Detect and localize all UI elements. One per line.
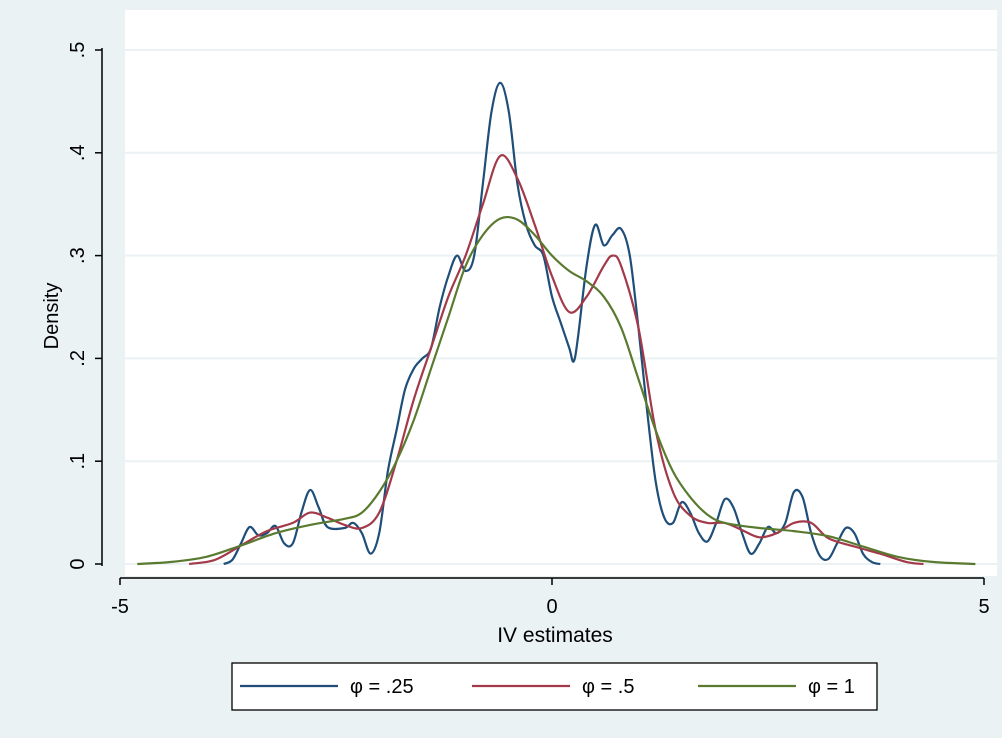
series-line-0 bbox=[223, 81, 881, 566]
x-tick-label-2: 5 bbox=[978, 596, 989, 618]
legend-label-1: φ = .5 bbox=[582, 676, 634, 698]
y-tick-label-1: .1 bbox=[67, 453, 89, 470]
plot-area bbox=[125, 10, 997, 576]
y-tick-label-3: .3 bbox=[67, 247, 89, 264]
legend-label-0: φ = .25 bbox=[350, 676, 414, 698]
x-tick-label-0: -5 bbox=[111, 596, 129, 618]
x-axis-title: IV estimates bbox=[497, 624, 613, 647]
grid-lines bbox=[125, 49, 997, 565]
axes: 0 .1 .2 .3 .4 .5 -5 0 5 bbox=[67, 42, 990, 618]
legend-label-2: φ = 1 bbox=[808, 676, 855, 698]
series-lines bbox=[137, 81, 976, 566]
y-tick-label-5: .5 bbox=[67, 42, 89, 59]
x-tick-label-1: 0 bbox=[546, 596, 557, 618]
y-axis-title: Density bbox=[41, 283, 63, 350]
y-tick-label-4: .4 bbox=[67, 144, 89, 161]
legend: φ = .25 φ = .5 φ = 1 bbox=[231, 662, 878, 711]
y-tick-label-0: 0 bbox=[67, 558, 89, 569]
series-line-1 bbox=[188, 154, 924, 566]
series-line-2 bbox=[137, 215, 976, 566]
y-tick-label-2: .2 bbox=[67, 350, 89, 367]
